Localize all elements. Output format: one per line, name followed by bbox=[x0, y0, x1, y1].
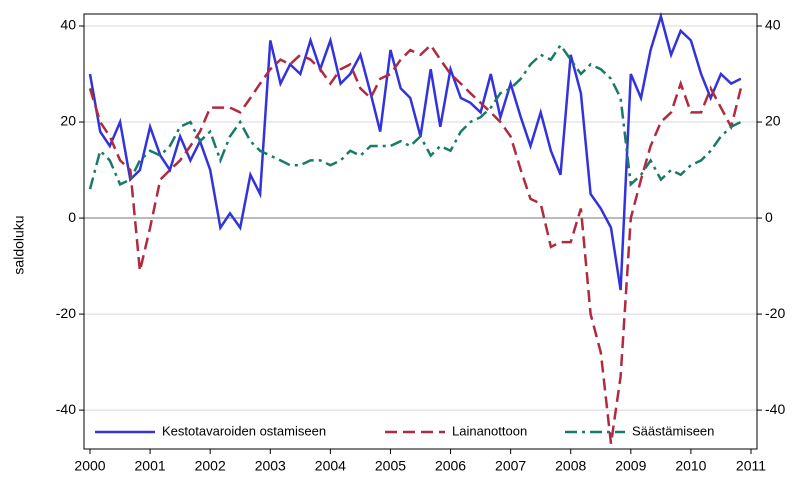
y2-tick-label: 20 bbox=[765, 113, 781, 129]
legend-label: Kestotavaroiden ostamiseen bbox=[162, 423, 326, 438]
x-tick-label: 2006 bbox=[435, 458, 466, 474]
y-tick-label: 0 bbox=[68, 209, 76, 225]
x-tick-label: 2002 bbox=[195, 458, 226, 474]
y-tick-label: -20 bbox=[56, 305, 76, 321]
y-axis-label: saldoluku bbox=[11, 215, 27, 274]
y-tick-label: -40 bbox=[56, 401, 76, 417]
x-tick-label: 2009 bbox=[615, 458, 646, 474]
plot-area bbox=[84, 14, 757, 449]
y2-tick-label: -20 bbox=[765, 305, 785, 321]
y-tick-label: 20 bbox=[60, 113, 76, 129]
y-tick-label: 40 bbox=[60, 17, 76, 33]
plot-frame bbox=[83, 13, 758, 450]
series-line bbox=[88, 11, 742, 291]
x-tick-label: 2008 bbox=[555, 458, 586, 474]
series-line bbox=[88, 43, 743, 444]
legend-label: Säästämiseen bbox=[632, 423, 714, 438]
y2-tick-label: -40 bbox=[765, 401, 785, 417]
x-tick-label: 2007 bbox=[495, 458, 526, 474]
x-tick-label: 2001 bbox=[135, 458, 166, 474]
legend-label: Lainanottoon bbox=[452, 423, 527, 438]
x-tick-label: 2005 bbox=[375, 458, 406, 474]
y2-tick-label: 0 bbox=[765, 209, 773, 225]
series-line bbox=[88, 42, 742, 190]
x-tick-label: 2011 bbox=[736, 458, 766, 474]
y2-tick-label: 40 bbox=[765, 17, 781, 33]
x-tick-label: 2004 bbox=[315, 458, 346, 474]
x-tick-label: 2010 bbox=[675, 458, 706, 474]
x-tick-label: 2000 bbox=[74, 458, 105, 474]
x-tick-label: 2003 bbox=[255, 458, 286, 474]
